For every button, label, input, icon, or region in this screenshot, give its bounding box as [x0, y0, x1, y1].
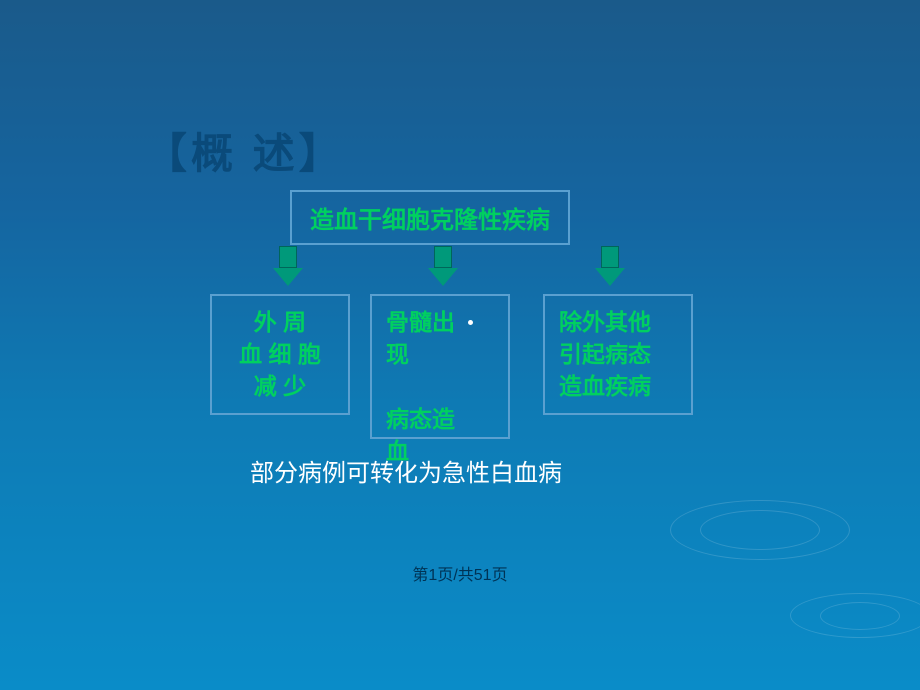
slide-bottom-text: 部分病例可转化为急性白血病 [250, 453, 562, 488]
flowchart-node-3: 除外其他引起病态造血疾病 [543, 294, 693, 415]
page-number: 第1页/共51页 [412, 561, 507, 585]
decorative-ripple [790, 593, 920, 638]
decorative-ripple [670, 500, 850, 560]
slide-title: 【概 述】 [145, 120, 345, 181]
flowchart-node-2: 骨髓出现 病态造血 [370, 294, 510, 439]
bullet-dot [468, 320, 473, 325]
down-arrow-icon [595, 246, 625, 286]
flowchart-top-node: 造血干细胞克隆性疾病 [290, 190, 570, 245]
flowchart-node-1: 外 周血 细 胞减 少 [210, 294, 350, 415]
down-arrow-icon [428, 246, 458, 286]
down-arrow-icon [273, 246, 303, 286]
